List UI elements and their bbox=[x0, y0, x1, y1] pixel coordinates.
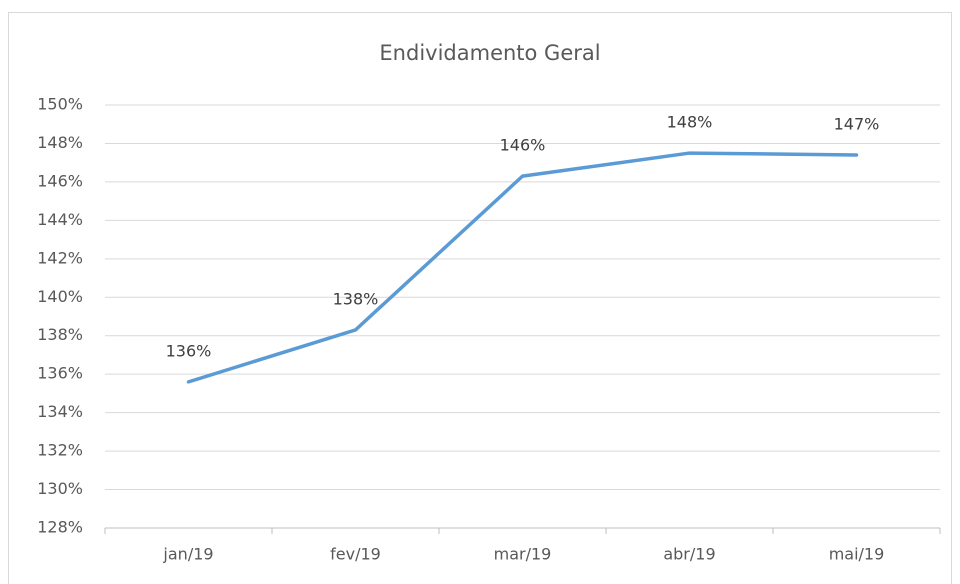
chart-border bbox=[8, 12, 952, 584]
y-tick-label: 140% bbox=[37, 287, 83, 306]
y-tick-label: 136% bbox=[37, 364, 83, 383]
data-label: 147% bbox=[834, 114, 880, 133]
x-tick-label: mai/19 bbox=[829, 545, 885, 564]
data-label: 146% bbox=[500, 136, 546, 155]
y-tick-label: 134% bbox=[37, 402, 83, 421]
y-tick-label: 144% bbox=[37, 210, 83, 229]
chart-title: Endividamento Geral bbox=[379, 41, 600, 65]
data-label: 138% bbox=[333, 289, 379, 308]
x-tick-label: jan/19 bbox=[162, 545, 213, 564]
y-tick-label: 138% bbox=[37, 325, 83, 344]
line-series bbox=[186, 151, 859, 384]
y-tick-label: 146% bbox=[37, 171, 83, 190]
y-tick-label: 130% bbox=[37, 479, 83, 498]
y-tick-label: 132% bbox=[37, 441, 83, 460]
x-tick-label: abr/19 bbox=[663, 545, 715, 564]
data-label: 148% bbox=[667, 113, 713, 132]
x-tick-label: mar/19 bbox=[494, 545, 552, 564]
y-tick-label: 142% bbox=[37, 248, 83, 267]
y-tick-label: 148% bbox=[37, 133, 83, 152]
data-label: 136% bbox=[166, 341, 212, 360]
y-tick-label: 150% bbox=[37, 95, 83, 114]
x-tick-label: fev/19 bbox=[330, 545, 381, 564]
y-tick-label: 128% bbox=[37, 518, 83, 537]
